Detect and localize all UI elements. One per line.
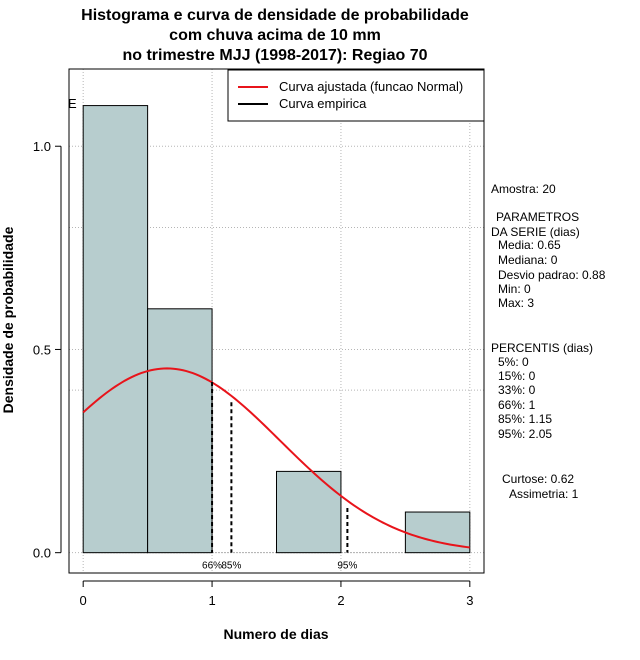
stats-param-sd: Desvio padrao: 0.88 bbox=[498, 268, 606, 282]
stats-percentil-85: 85%: 1.15 bbox=[498, 412, 552, 426]
x-tick-label: 3 bbox=[466, 593, 473, 608]
chart-title-line-2: com chuva acima de 10 mm bbox=[169, 27, 381, 44]
y-tick-label: 1.0 bbox=[33, 139, 51, 154]
stats-percentil-95: 95%: 2.05 bbox=[498, 427, 552, 441]
chart-title-line-3: no trimestre MJJ (1998-2017): Regiao 70 bbox=[122, 47, 427, 64]
percentile-label: 85% bbox=[221, 561, 241, 572]
percentile-label: 95% bbox=[337, 561, 357, 572]
stats-percentil-33: 33%: 0 bbox=[498, 383, 536, 397]
stats-panel: Amostra: 20 PARAMETROS DA SERIE (dias) M… bbox=[491, 182, 606, 501]
stats-param-max: Max: 3 bbox=[498, 296, 534, 310]
y-axis-label: Densidade de probabilidade bbox=[0, 226, 16, 413]
x-tick-label: 2 bbox=[337, 593, 344, 608]
plot-frame bbox=[68, 68, 485, 574]
legend-box bbox=[227, 69, 485, 122]
stats-percentil-66: 66%: 1 bbox=[498, 398, 536, 412]
stats-percentil-5: 5%: 0 bbox=[498, 355, 529, 369]
histogram-bar bbox=[276, 470, 342, 554]
stats-percentis-title: PERCENTIS (dias) bbox=[491, 341, 593, 355]
stats-params-title-1: PARAMETROS bbox=[496, 210, 579, 224]
stats-param-median: Mediana: 0 bbox=[498, 253, 558, 267]
stats-param-min: Min: 0 bbox=[498, 282, 531, 296]
percentile-layer: 66% 85% 95% bbox=[202, 381, 358, 572]
legend: Curva ajustada (funcao Normal) Curva emp… bbox=[227, 69, 485, 122]
chart-title-line-1: Histograma e curva de densidade de proba… bbox=[81, 7, 469, 24]
normal-curve bbox=[82, 367, 470, 549]
x-tick-label: 1 bbox=[208, 593, 215, 608]
percentile-label: 66% bbox=[202, 561, 222, 572]
stats-curtose: Curtose: 0.62 bbox=[502, 472, 574, 486]
y-tick-label: 0.0 bbox=[33, 546, 51, 561]
legend-label-normal: Curva ajustada (funcao Normal) bbox=[279, 79, 463, 94]
bar-layer bbox=[82, 105, 471, 554]
x-axis-label: Numero de dias bbox=[223, 626, 328, 642]
legend-label-empirical: Curva empirica bbox=[279, 96, 367, 111]
stats-params-title-2: DA SERIE (dias) bbox=[491, 225, 580, 239]
stats-percentil-15: 15%: 0 bbox=[498, 369, 536, 383]
stats-param-mean: Media: 0.65 bbox=[498, 238, 561, 252]
axis-layer: 0 1 2 3 0.0 0.5 1.0 bbox=[33, 139, 474, 608]
histogram-bar bbox=[82, 105, 149, 554]
y-axis-marker: E bbox=[68, 96, 77, 111]
stats-sample: Amostra: 20 bbox=[491, 182, 556, 196]
y-tick-label: 0.5 bbox=[33, 342, 51, 357]
stats-assimetria: Assimetria: 1 bbox=[509, 487, 579, 501]
x-tick-label: 0 bbox=[80, 593, 87, 608]
histogram-bar bbox=[147, 308, 213, 554]
curve-layer bbox=[82, 367, 470, 549]
